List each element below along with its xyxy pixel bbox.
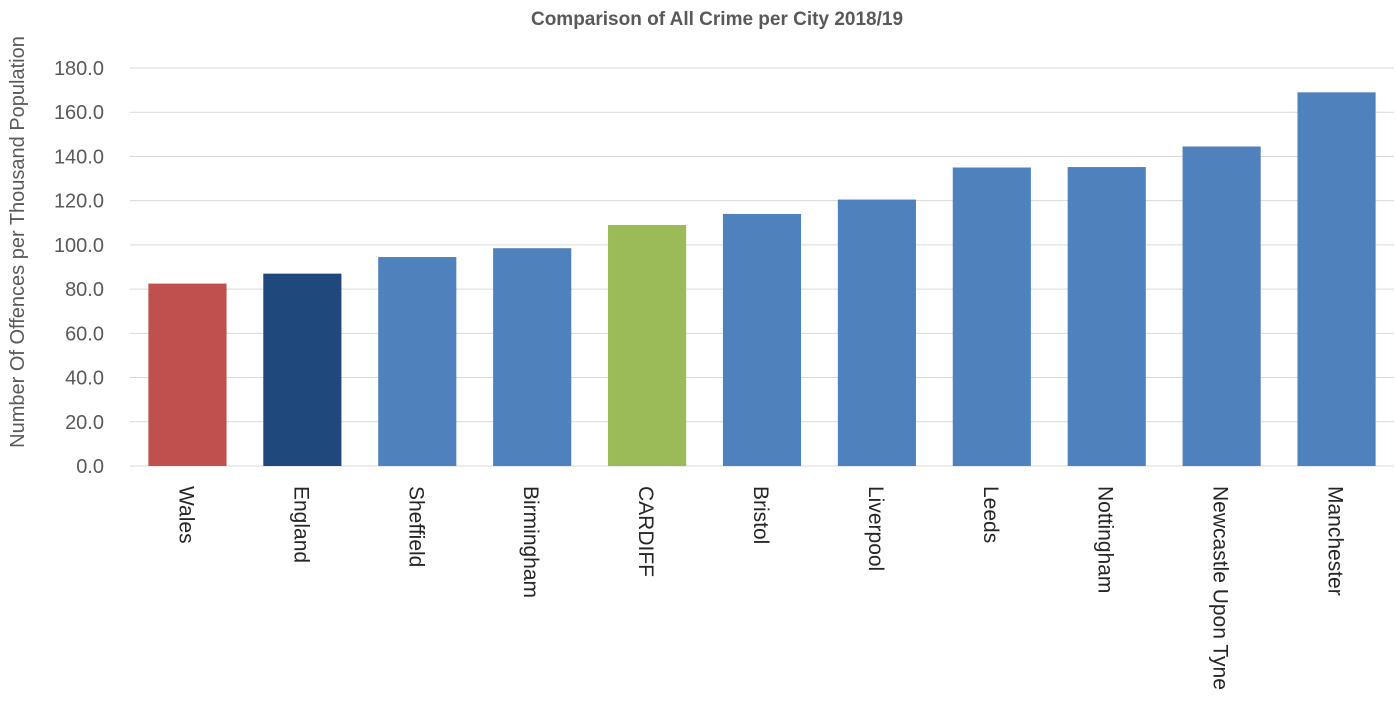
y-tick-label: 60.0 [65,323,104,345]
x-category-label: Nottingham [1094,486,1117,593]
y-tick-label: 180.0 [54,58,104,80]
x-category-label: Leeds [979,486,1002,543]
x-category-label: Sheffield [404,486,427,567]
y-tick-label: 120.0 [54,191,104,213]
bar-manchester [1297,92,1376,467]
bar-cardiff [608,224,687,466]
y-axis-ticks: 0.0 20.0 40.0 60.0 80.0 100.0 120.0 140.0 160.0 1… [54,58,104,478]
x-category-label: Newcastle Upon Tyne [1209,486,1232,690]
y-tick-label: 160.0 [54,102,104,124]
bar-england [263,273,342,466]
bar-nottingham [1067,167,1146,466]
x-category-label: Bristol [749,486,772,544]
x-category-label: Liverpool [864,486,887,571]
x-category-label: England [289,486,312,563]
bar-sheffield [378,257,457,466]
x-category-label: CARDIFF [634,486,657,577]
x-category-label: Wales [174,486,197,544]
bar-liverpool [837,199,916,467]
bar-newcastle-upon-tyne [1182,146,1261,466]
y-axis-label: Number Of Offences per Thousand Populati… [7,36,29,448]
bar-bristol [722,213,802,466]
y-tick-label: 0.0 [76,456,104,478]
y-tick-label: 40.0 [65,368,104,390]
y-tick-label: 140.0 [54,146,104,168]
bars [148,92,1376,467]
x-axis-categories: Wales England Sheffield Birmingham CARDIFF Br… [174,486,1346,690]
y-tick-label: 80.0 [65,279,104,301]
bar-birmingham [493,248,572,466]
bar-leeds [952,167,1031,466]
x-category-label: Manchester [1324,486,1347,596]
chart-title: Comparison of All Crime per City 2018/19 [531,9,903,30]
bar-wales [148,283,227,466]
y-tick-label: 100.0 [54,235,104,257]
x-category-label: Birmingham [519,486,542,598]
y-tick-label: 20.0 [65,412,104,434]
